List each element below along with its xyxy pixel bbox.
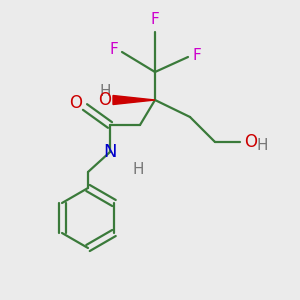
Text: F: F [151,12,159,27]
Text: H: H [133,162,145,177]
Polygon shape [113,95,155,104]
Text: F: F [192,47,201,62]
Text: H: H [100,85,111,100]
Text: O: O [69,94,82,112]
Text: N: N [103,143,117,161]
Text: F: F [109,43,118,58]
Text: O: O [98,91,111,109]
Text: O: O [244,133,257,151]
Text: H: H [256,139,268,154]
